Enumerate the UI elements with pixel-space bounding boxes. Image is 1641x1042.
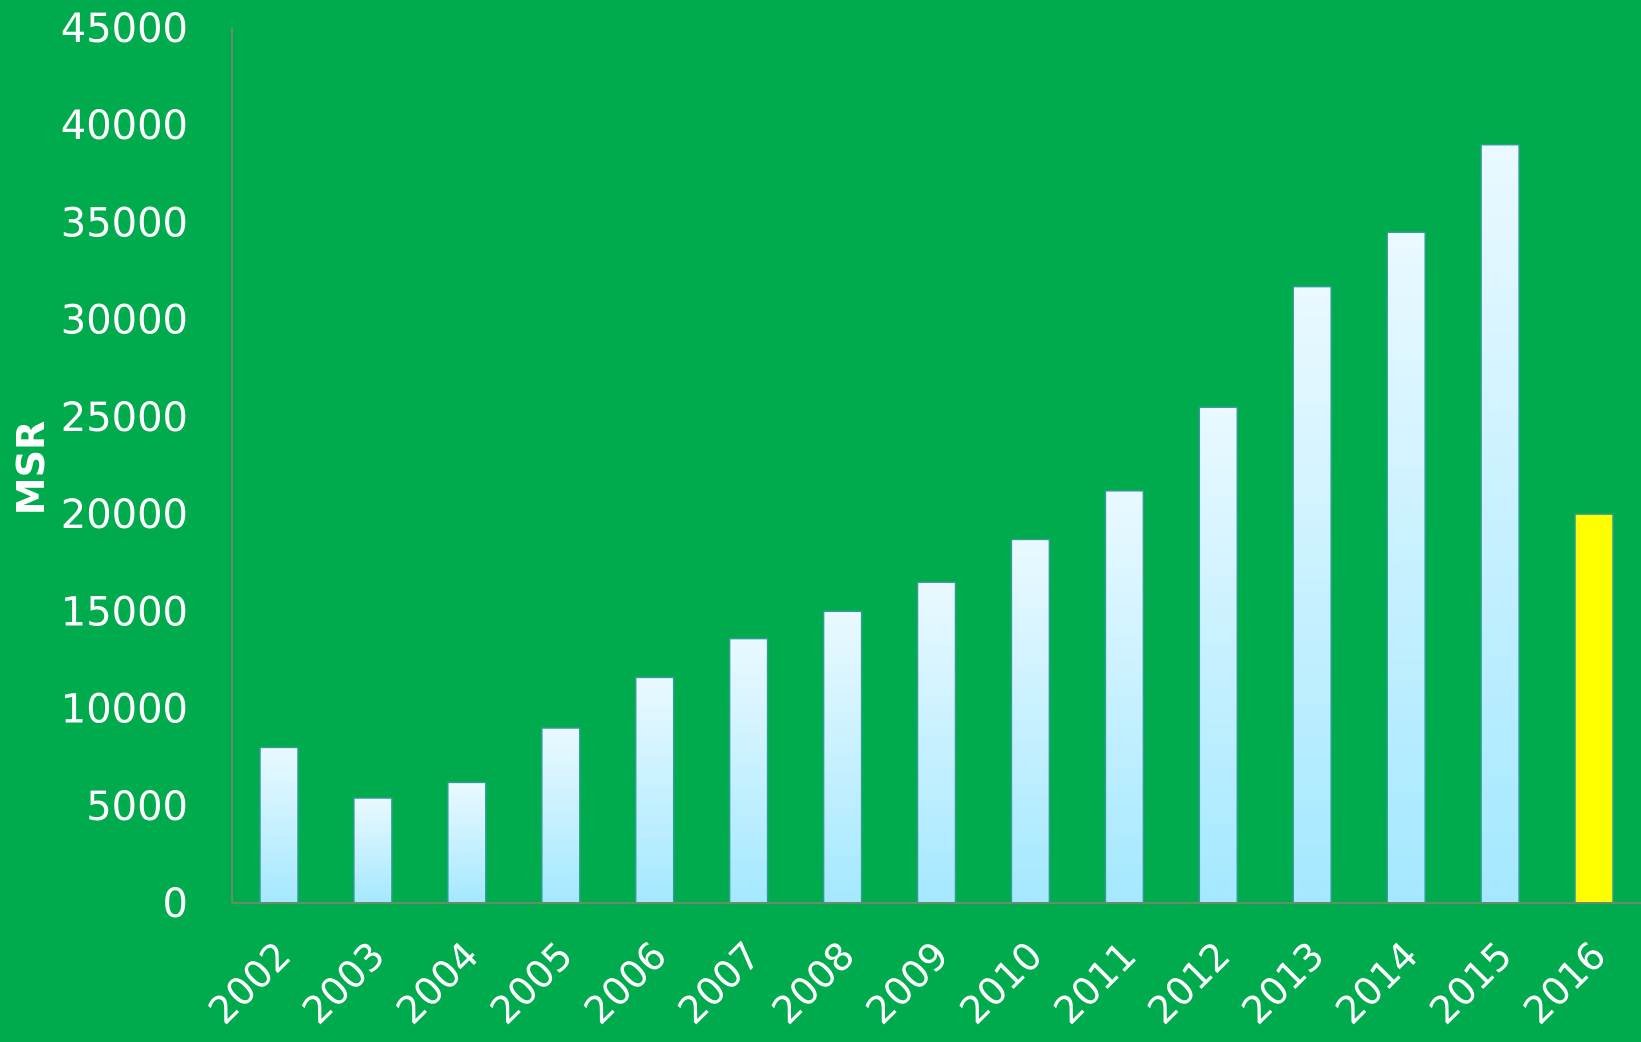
bar-2009 [916, 581, 957, 904]
x-tick-label: 2009 [857, 933, 957, 1033]
y-tick-label: 10000 [61, 687, 188, 733]
bar-2006 [634, 676, 675, 904]
x-tick-label: 2005 [482, 933, 582, 1033]
y-axis: 0 5000 10000 15000 20000 25000 30000 35000 40000… [61, 6, 233, 927]
bar-2010 [1010, 538, 1051, 904]
x-tick-label: 2002 [200, 933, 300, 1033]
bar-2005 [541, 727, 581, 904]
bar-2004 [447, 781, 487, 904]
x-tick-label: 2003 [294, 933, 394, 1033]
bar-2013 [1292, 285, 1332, 904]
bars [259, 143, 1614, 904]
bar-2014 [1386, 231, 1426, 904]
y-tick-label: 30000 [61, 298, 188, 344]
y-tick-label: 45000 [61, 6, 188, 52]
x-tick-label: 2015 [1421, 933, 1521, 1033]
y-tick-label: 5000 [86, 784, 188, 830]
y-tick-label: 0 [163, 881, 188, 927]
bar-2003 [353, 797, 393, 904]
y-axis-title: MSR [9, 421, 53, 515]
x-tick-label: 2007 [669, 933, 769, 1033]
bar-2015 [1480, 143, 1520, 904]
bar-2016 [1574, 513, 1614, 904]
x-axis: 2002200320042005200620072008200920102011… [200, 902, 1641, 1033]
bar-2011 [1104, 490, 1145, 904]
x-tick-label: 2008 [763, 933, 863, 1033]
y-tick-label: 20000 [61, 492, 188, 538]
x-tick-label: 2006 [576, 933, 676, 1033]
bar-2002 [259, 746, 299, 904]
y-tick-label: 40000 [61, 103, 188, 149]
x-tick-label: 2014 [1327, 933, 1427, 1033]
x-tick-label: 2013 [1233, 933, 1333, 1033]
bar-2012 [1198, 406, 1239, 904]
bar-2007 [728, 637, 769, 904]
x-tick-label: 2011 [1045, 933, 1145, 1033]
bar-2008 [822, 610, 863, 904]
x-tick-label: 2010 [951, 933, 1051, 1033]
x-tick-label: 2012 [1139, 933, 1239, 1033]
y-tick-label: 15000 [61, 589, 188, 635]
y-tick-label: 35000 [61, 200, 188, 246]
x-tick-label: 2016 [1515, 933, 1615, 1033]
y-tick-label: 25000 [61, 395, 188, 441]
x-tick-label: 2004 [388, 933, 488, 1033]
